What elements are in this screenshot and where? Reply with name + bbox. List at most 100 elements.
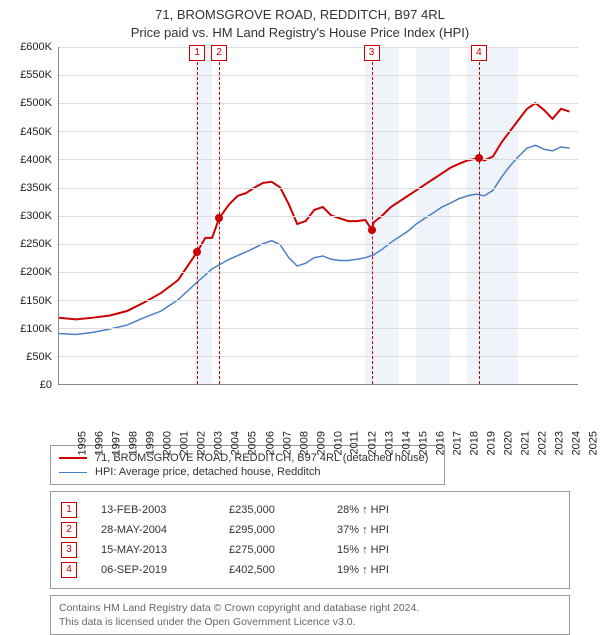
footer-line-1: Contains HM Land Registry data © Crown c… (59, 601, 561, 615)
x-axis-labels: 1995199619971998199920002001200220032004… (58, 387, 578, 437)
event-date: 06-SEP-2019 (101, 564, 211, 576)
x-tick-label: 2007 (281, 431, 293, 455)
y-tick-label: £600K (20, 41, 52, 53)
y-tick-label: £450K (20, 126, 52, 138)
event-delta: 15% ↑ HPI (337, 544, 457, 556)
x-tick-label: 1996 (94, 431, 106, 455)
event-delta: 19% ↑ HPI (337, 564, 457, 576)
gridline-h (59, 328, 578, 329)
x-tick-label: 2016 (435, 431, 447, 455)
footer-attribution: Contains HM Land Registry data © Crown c… (50, 595, 570, 635)
gridline-h (59, 159, 578, 160)
x-tick-label: 2000 (162, 431, 174, 455)
event-marker: 2 (211, 45, 227, 61)
x-tick-label: 2012 (366, 431, 378, 455)
sale-point (193, 248, 201, 256)
x-tick-label: 2002 (196, 431, 208, 455)
x-tick-label: 2017 (452, 431, 464, 455)
y-tick-label: £350K (20, 182, 52, 194)
x-tick-label: 2015 (417, 431, 429, 455)
chart-container: 71, BROMSGROVE ROAD, REDDITCH, B97 4RL P… (0, 0, 600, 620)
x-tick-label: 2008 (298, 431, 310, 455)
event-price: £402,500 (229, 564, 319, 576)
x-tick-label: 2013 (383, 431, 395, 455)
gridline-h (59, 47, 578, 48)
gridline-h (59, 300, 578, 301)
x-tick-label: 2009 (315, 431, 327, 455)
event-date: 28-MAY-2004 (101, 524, 211, 536)
footer-line-2: This data is licensed under the Open Gov… (59, 615, 561, 629)
sale-point (475, 154, 483, 162)
events-table: 1 13-FEB-2003 £235,000 28% ↑ HPI 2 28-MAY-200… (50, 491, 570, 589)
event-marker: 3 (364, 45, 380, 61)
event-number: 2 (61, 522, 77, 538)
gridline-h (59, 356, 578, 357)
gridline-h (59, 131, 578, 132)
y-tick-label: £500K (20, 97, 52, 109)
x-tick-label: 2004 (230, 431, 242, 455)
x-tick-label: 2014 (400, 431, 412, 455)
x-tick-label: 2025 (588, 431, 600, 455)
gridline-h (59, 188, 578, 189)
y-axis-labels: £0£50K£100K£150K£200K£250K£300K£350K£400… (10, 47, 56, 385)
gridline-h (59, 244, 578, 245)
x-tick-label: 2020 (503, 431, 515, 455)
sale-point (215, 214, 223, 222)
x-tick-label: 2024 (571, 431, 583, 455)
x-tick-label: 1998 (128, 431, 140, 455)
x-tick-label: 2023 (554, 431, 566, 455)
event-line (372, 47, 373, 384)
legend-swatch (59, 457, 87, 459)
legend-row: HPI: Average price, detached house, Redd… (59, 466, 436, 478)
event-marker: 1 (189, 45, 205, 61)
y-tick-label: £50K (26, 351, 52, 363)
chart-title: 71, BROMSGROVE ROAD, REDDITCH, B97 4RL P… (10, 6, 590, 41)
event-date: 13-FEB-2003 (101, 504, 211, 516)
sale-point (368, 226, 376, 234)
event-delta: 37% ↑ HPI (337, 524, 457, 536)
legend-label: HPI: Average price, detached house, Redd… (95, 466, 320, 478)
x-tick-label: 2010 (332, 431, 344, 455)
event-number: 4 (61, 562, 77, 578)
x-tick-label: 2018 (469, 431, 481, 455)
x-tick-label: 1997 (111, 431, 123, 455)
x-tick-label: 1995 (76, 431, 88, 455)
x-tick-label: 2003 (213, 431, 225, 455)
event-line (197, 47, 198, 384)
event-number: 3 (61, 542, 77, 558)
chart-area: £0 £50K £100K £150K £200K £250K £300K £350K £400… (10, 45, 590, 437)
x-tick-label: 2022 (537, 431, 549, 455)
series-line (59, 103, 570, 319)
y-tick-label: £550K (20, 69, 52, 81)
event-number: 1 (61, 502, 77, 518)
gridline-h (59, 75, 578, 76)
title-line-2: Price paid vs. HM Land Registry's House … (10, 24, 590, 42)
event-price: £275,000 (229, 544, 319, 556)
x-tick-label: 2021 (520, 431, 532, 455)
event-line (479, 47, 480, 384)
event-delta: 28% ↑ HPI (337, 504, 457, 516)
y-tick-label: £200K (20, 266, 52, 278)
event-row: 2 28-MAY-2004 £295,000 37% ↑ HPI (57, 522, 563, 538)
y-tick-label: £100K (20, 323, 52, 335)
title-line-1: 71, BROMSGROVE ROAD, REDDITCH, B97 4RL (10, 6, 590, 24)
legend-swatch (59, 472, 87, 473)
y-tick-label: £0 (40, 379, 52, 391)
x-tick-label: 2005 (247, 431, 259, 455)
event-price: £295,000 (229, 524, 319, 536)
y-tick-label: £300K (20, 210, 52, 222)
x-tick-label: 2019 (486, 431, 498, 455)
event-row: 3 15-MAY-2013 £275,000 15% ↑ HPI (57, 542, 563, 558)
event-row: 1 13-FEB-2003 £235,000 28% ↑ HPI (57, 502, 563, 518)
event-row: 4 06-SEP-2019 £402,500 19% ↑ HPI (57, 562, 563, 578)
event-price: £235,000 (229, 504, 319, 516)
gridline-h (59, 103, 578, 104)
plot-region: 12 3 4 (58, 47, 578, 385)
event-marker: 4 (471, 45, 487, 61)
y-tick-label: £250K (20, 238, 52, 250)
x-tick-label: 2006 (264, 431, 276, 455)
y-tick-label: £400K (20, 154, 52, 166)
x-tick-label: 2001 (179, 431, 191, 455)
y-tick-label: £150K (20, 295, 52, 307)
event-date: 15-MAY-2013 (101, 544, 211, 556)
